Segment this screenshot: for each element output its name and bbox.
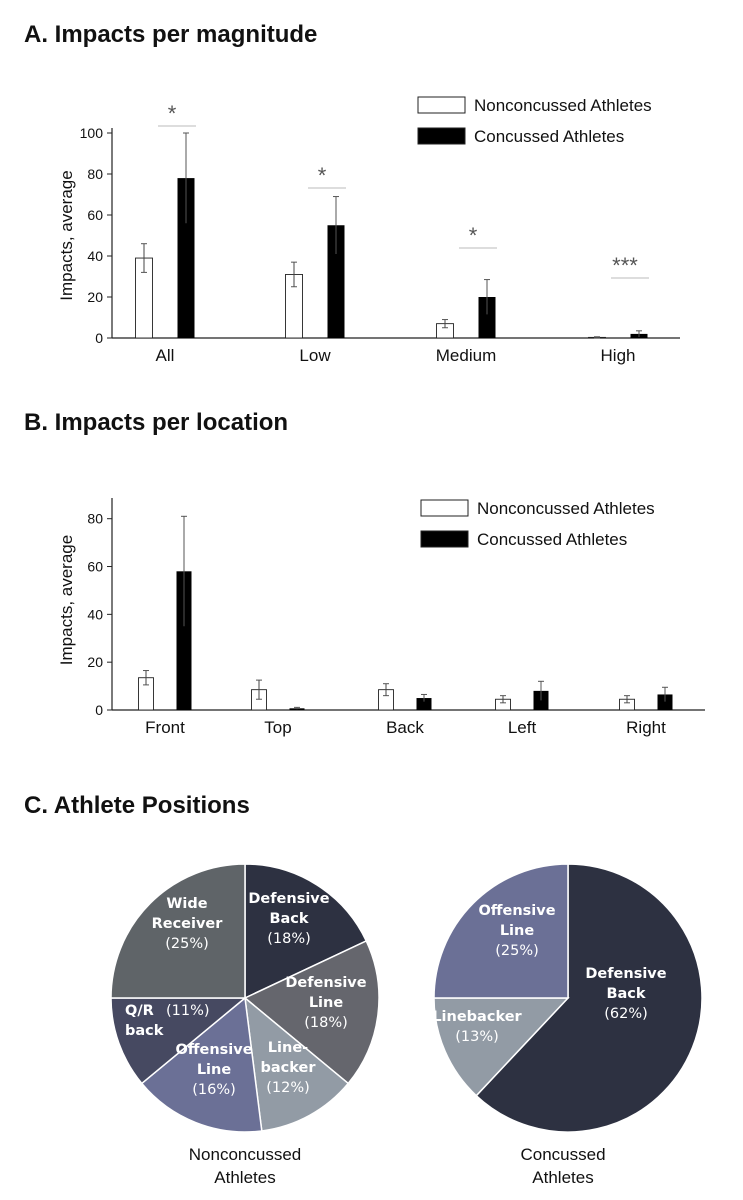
- pie-caption: Nonconcussed: [189, 1145, 301, 1164]
- bar-chart-1: B. Impacts per location 0 20 40 60 80 Impacts,…: [24, 409, 705, 737]
- y-axis-label: Impacts, average: [57, 170, 76, 300]
- bar-concussed: [327, 225, 345, 338]
- slice-percent: (12%): [266, 1080, 310, 1096]
- pie-caption: Athletes: [532, 1168, 593, 1187]
- slice-label: Back: [606, 986, 645, 1002]
- legend-swatch: [417, 96, 466, 114]
- bar-concussed: [177, 178, 195, 338]
- pie-slice: [244, 863, 368, 1000]
- y-tick-label: 100: [80, 125, 104, 141]
- slice-percent: (25%): [495, 943, 539, 959]
- legend-label: Nonconcussed Athletes: [477, 499, 655, 518]
- x-tick-label: Medium: [436, 346, 496, 365]
- pie-slice: [475, 863, 703, 1133]
- slice-label: Line: [309, 995, 344, 1011]
- pie-slice: [244, 996, 350, 1132]
- significance-marker: *: [318, 163, 327, 188]
- slice-label: Linebacker: [432, 1009, 522, 1025]
- y-tick-label: 40: [87, 248, 103, 264]
- slice-label: Back: [269, 911, 308, 927]
- slice-label: Offensive: [175, 1042, 252, 1058]
- y-tick-label: 60: [87, 559, 103, 575]
- significance-marker: *: [469, 223, 478, 248]
- y-tick-label: 60: [87, 207, 103, 223]
- bar-concussed: [533, 690, 549, 710]
- x-tick-label: All: [156, 346, 175, 365]
- legend-label: Nonconcussed Athletes: [474, 96, 652, 115]
- bar-concussed: [657, 694, 673, 710]
- y-axis-label: Impacts, average: [57, 535, 76, 665]
- slice-label: Offensive: [478, 903, 555, 919]
- y-tick-label: 0: [95, 702, 103, 718]
- x-tick-label: Front: [145, 718, 185, 737]
- legend: Nonconcussed Athletes Concussed Athletes: [417, 96, 652, 146]
- pie-slice: [243, 939, 380, 1085]
- slice-label: Defensive: [285, 975, 366, 991]
- slice-percent: (11%): [166, 1003, 210, 1019]
- pie-chart-1: Defensive Back (62%) Linebacker (13%) Offensi…: [432, 863, 703, 1187]
- slice-label: Receiver: [152, 916, 224, 932]
- y-tick-label: 80: [87, 166, 103, 182]
- pie-caption: Concussed: [520, 1145, 605, 1164]
- slice-percent: (16%): [192, 1082, 236, 1098]
- slice-percent: (25%): [165, 936, 209, 952]
- chart-title: B. Impacts per location: [24, 409, 288, 436]
- pie-slice: [110, 863, 246, 999]
- x-tick-label: Low: [299, 346, 331, 365]
- slice-label: Line: [197, 1062, 232, 1078]
- pie-slice: [140, 996, 263, 1133]
- slice-percent: (13%): [455, 1029, 499, 1045]
- bar-chart-0: A. Impacts per magnitude 0 20 40 60 80 100 Impa…: [24, 21, 680, 365]
- pie-caption: Athletes: [214, 1168, 275, 1187]
- legend-swatch: [417, 127, 466, 145]
- legend-label: Concussed Athletes: [474, 127, 624, 146]
- bar-concussed: [478, 297, 496, 338]
- legend-swatch: [420, 530, 469, 548]
- x-tick-label: Right: [626, 718, 666, 737]
- legend-swatch: [420, 499, 469, 517]
- pie-slice: [433, 997, 570, 1097]
- slice-percent: (18%): [267, 931, 311, 947]
- pie-slice: [433, 863, 569, 999]
- pie-chart-0: Defensive Back (18%) Defensive Line (18%) Line…: [110, 863, 380, 1187]
- slice-label: Line: [500, 923, 535, 939]
- y-tick-label: 0: [95, 330, 103, 346]
- slice-label: backer: [261, 1060, 317, 1076]
- slice-label: back: [125, 1023, 164, 1039]
- y-tick-label: 80: [87, 511, 103, 527]
- x-tick-label: High: [601, 346, 636, 365]
- bar-concussed: [416, 698, 432, 710]
- chart-title: C. Athlete Positions: [24, 792, 250, 819]
- bar-concussed: [176, 571, 192, 710]
- slice-label: Wide: [166, 896, 207, 912]
- y-tick-label: 40: [87, 606, 103, 622]
- slice-label: Line-: [268, 1040, 308, 1056]
- legend: Nonconcussed Athletes Concussed Athletes: [420, 499, 655, 549]
- pie-slice: [110, 997, 248, 1085]
- significance-marker: ***: [612, 253, 638, 278]
- slice-percent: (18%): [304, 1015, 348, 1031]
- chart-title: A. Impacts per magnitude: [24, 21, 317, 48]
- slice-label: Defensive: [248, 891, 329, 907]
- y-tick-label: 20: [87, 289, 103, 305]
- x-tick-label: Back: [386, 718, 424, 737]
- x-tick-label: Left: [508, 718, 537, 737]
- x-tick-label: Top: [264, 718, 291, 737]
- legend-label: Concussed Athletes: [477, 530, 627, 549]
- y-tick-label: 20: [87, 654, 103, 670]
- slice-percent: (62%): [604, 1006, 648, 1022]
- slice-label: Defensive: [585, 966, 666, 982]
- significance-marker: *: [168, 101, 177, 126]
- slice-label: Q/R: [125, 1003, 154, 1019]
